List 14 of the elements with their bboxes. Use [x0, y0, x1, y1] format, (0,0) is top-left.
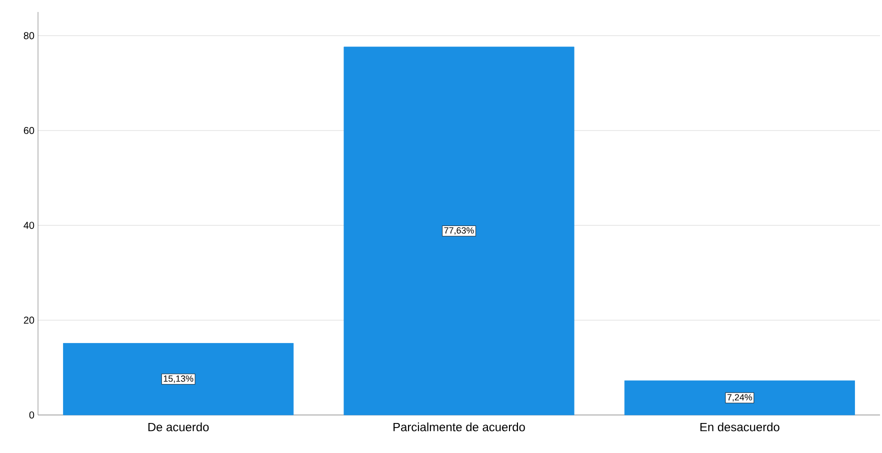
bar — [344, 46, 574, 416]
x-tick-label: En desacuerdo — [700, 422, 780, 432]
y-tick-label: 0 — [29, 411, 34, 419]
bar — [624, 380, 855, 416]
data-label: 15,13% — [164, 375, 194, 383]
x-tick-label: Parcialmente de acuerdo — [394, 422, 525, 432]
y-tick-label: 20 — [24, 316, 34, 324]
y-tick-label: 40 — [24, 222, 34, 229]
y-tick-label: 60 — [24, 126, 34, 134]
data-label: 7,24% — [727, 394, 752, 402]
bar — [63, 343, 294, 416]
data-label: 77,63% — [444, 227, 474, 235]
x-tick-label: De acuerdo — [148, 422, 209, 432]
y-tick-label: 80 — [24, 32, 34, 40]
